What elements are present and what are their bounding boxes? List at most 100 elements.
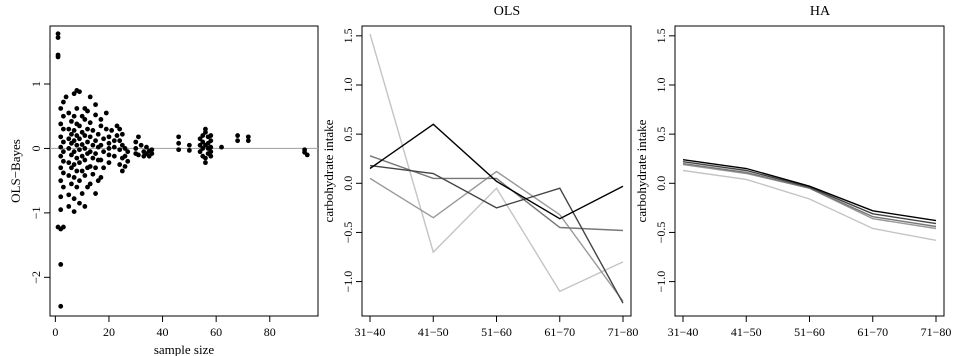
data-point <box>304 152 310 158</box>
series-line <box>369 33 624 293</box>
data-point <box>58 262 64 267</box>
data-point <box>66 110 72 116</box>
data-point <box>63 94 69 100</box>
data-point <box>85 139 90 145</box>
data-point <box>119 168 125 174</box>
data-point <box>208 138 214 144</box>
data-point <box>66 146 72 151</box>
series-line <box>369 123 624 220</box>
data-point <box>71 209 77 215</box>
data-point <box>77 89 82 95</box>
data-point <box>114 123 120 129</box>
x-tick-label: 61−70 <box>857 325 888 339</box>
data-point <box>98 123 104 129</box>
data-point <box>122 164 128 169</box>
data-point <box>69 131 74 137</box>
y-axis-ticks: −1.0 −0.5 0.0 0.5 1.0 1.5 <box>341 28 362 292</box>
y-tick-label: 1.5 <box>341 28 355 43</box>
data-point <box>74 133 80 138</box>
data-point <box>125 149 131 155</box>
x-tick-label: 60 <box>210 325 222 339</box>
data-point <box>197 142 203 148</box>
data-point <box>74 155 80 161</box>
data-point <box>74 106 80 111</box>
data-point <box>79 153 85 159</box>
data-point <box>82 117 88 122</box>
data-point <box>186 147 192 153</box>
y-tick-label: 1 <box>29 81 43 87</box>
x-tick-label: 51−60 <box>794 325 825 339</box>
data-point <box>144 144 149 150</box>
y-tick-label: −1.0 <box>341 271 355 293</box>
x-tick-label: 40 <box>157 325 169 339</box>
data-point <box>208 144 214 150</box>
series-line <box>682 159 937 222</box>
data-point <box>55 35 61 40</box>
y-tick-label: 0.0 <box>341 176 355 191</box>
data-point <box>119 142 125 148</box>
x-tick-label: 80 <box>264 325 276 339</box>
data-point <box>87 134 93 140</box>
data-point <box>93 102 98 108</box>
scatter-panel: 0 20 40 60 80 −2 −1 0 1 sample size OLS−Bayes <box>8 25 319 356</box>
series-line <box>682 161 937 225</box>
data-point <box>138 142 144 148</box>
data-point <box>93 165 98 171</box>
data-point <box>208 133 214 138</box>
x-tick-label: 31−40 <box>355 325 386 339</box>
data-point <box>77 200 82 206</box>
data-point <box>74 168 80 174</box>
x-tick-label: 20 <box>103 325 115 339</box>
data-point <box>176 147 182 153</box>
y-axis-label: carbohydrate intake <box>321 119 336 222</box>
data-point <box>93 138 98 144</box>
data-point <box>106 152 112 158</box>
data-point <box>55 54 61 60</box>
data-point <box>77 147 82 153</box>
data-point <box>219 144 224 150</box>
data-point <box>93 112 98 118</box>
data-point <box>61 149 66 155</box>
data-point <box>79 168 85 174</box>
data-point <box>203 126 208 132</box>
data-point <box>117 147 123 153</box>
data-point <box>55 224 61 230</box>
data-point <box>136 134 141 140</box>
data-point <box>111 138 117 144</box>
data-point <box>101 165 106 171</box>
data-point <box>77 160 82 166</box>
data-point <box>200 146 206 151</box>
data-point <box>69 152 74 158</box>
data-point <box>82 173 88 178</box>
series-line <box>682 163 937 230</box>
data-point <box>87 120 93 126</box>
x-tick-label: 61−70 <box>544 325 575 339</box>
data-point <box>133 146 139 151</box>
y-tick-label: 0.0 <box>654 176 668 191</box>
data-point <box>122 153 128 159</box>
data-point <box>203 160 208 166</box>
data-point <box>95 131 101 137</box>
data-point <box>245 138 251 144</box>
data-point <box>58 207 64 213</box>
data-point <box>66 204 72 209</box>
data-point <box>101 149 106 155</box>
x-axis-ticks: 31−40 41−50 51−60 61−70 71−80 <box>668 316 952 339</box>
x-tick-label: 41−50 <box>731 325 762 339</box>
data-point <box>77 123 82 129</box>
y-tick-label: −0.5 <box>341 222 355 244</box>
series-line <box>369 164 624 304</box>
data-point <box>82 146 88 151</box>
x-axis-ticks: 31−40 41−50 51−60 61−70 71−80 <box>355 316 638 339</box>
x-tick-label: 71−80 <box>921 325 952 339</box>
data-point <box>69 118 74 124</box>
data-point <box>117 162 123 167</box>
series-line <box>682 162 937 228</box>
y-tick-label: 0.5 <box>654 127 668 142</box>
data-point <box>66 173 72 178</box>
data-point <box>85 126 90 132</box>
data-point <box>66 136 72 142</box>
x-axis-label: sample size <box>154 342 215 356</box>
data-point <box>122 146 128 151</box>
